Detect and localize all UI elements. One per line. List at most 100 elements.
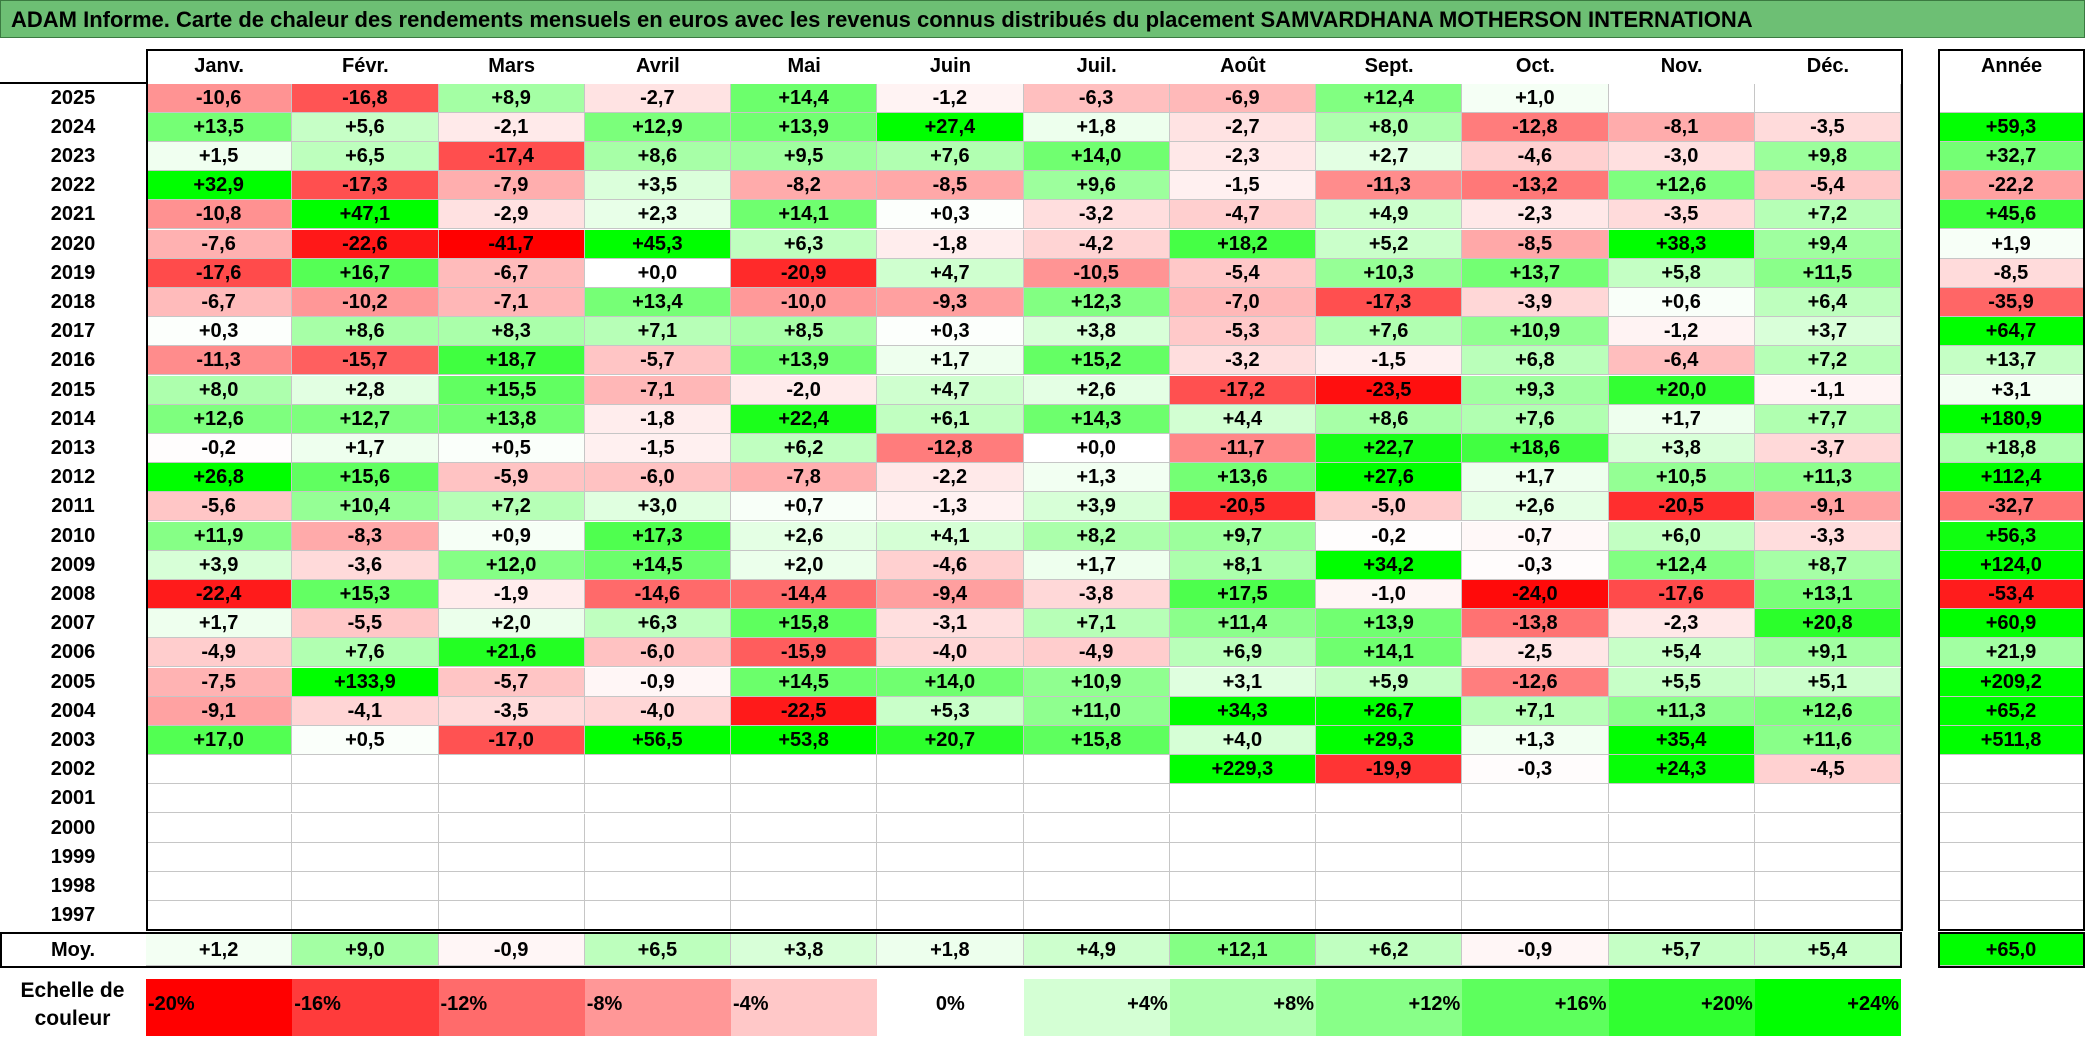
heatmap-cell: +0,0 bbox=[584, 258, 731, 288]
heatmap-cell: -5,4 bbox=[1169, 258, 1316, 288]
heatmap-cell: -10,0 bbox=[731, 287, 878, 318]
heatmap-cell bbox=[1169, 813, 1316, 843]
heatmap-cell: +5,3 bbox=[877, 696, 1024, 726]
heatmap-cell: +0,3 bbox=[877, 317, 1024, 347]
heatmap-cell: +15,8 bbox=[731, 609, 878, 639]
heatmap-cell: +13,9 bbox=[1316, 609, 1463, 639]
heatmap-cell bbox=[1023, 784, 1170, 814]
heatmap-cell: +10,9 bbox=[1462, 317, 1609, 347]
heatmap-cell: -3,5 bbox=[438, 696, 585, 726]
heatmap-cell: -6,0 bbox=[584, 463, 731, 493]
heatmap-cell: +7,1 bbox=[1462, 696, 1609, 726]
heatmap-cell: +14,5 bbox=[731, 667, 878, 697]
year-label: 2020 bbox=[50, 232, 96, 255]
color-scale-cell: -12% bbox=[438, 979, 585, 1036]
heatmap-cell: +20,7 bbox=[877, 725, 1024, 756]
average-cell: +1,2 bbox=[146, 934, 293, 966]
annual-cell: -32,7 bbox=[1939, 492, 2084, 522]
year-label: 2001 bbox=[50, 787, 96, 810]
heatmap-cell: +7,6 bbox=[1462, 404, 1609, 434]
heatmap-cell: -2,0 bbox=[731, 375, 878, 405]
heatmap-cell bbox=[731, 871, 878, 902]
heatmap-cell: -17,4 bbox=[438, 141, 585, 172]
annual-cell bbox=[1939, 842, 2084, 872]
heatmap-cell: +26,7 bbox=[1316, 696, 1463, 726]
year-label: 1998 bbox=[50, 874, 96, 897]
heatmap-cell: +10,5 bbox=[1608, 463, 1755, 493]
heatmap-cell: +0,3 bbox=[146, 317, 293, 347]
heatmap-cell: +7,2 bbox=[1754, 346, 1901, 376]
heatmap-cell: -4,6 bbox=[877, 550, 1024, 580]
heatmap-cell: -3,1 bbox=[877, 609, 1024, 639]
heatmap-cell: +13,9 bbox=[731, 112, 878, 142]
heatmap-cell bbox=[438, 842, 585, 872]
heatmap-cell: -8,5 bbox=[877, 171, 1024, 201]
heatmap-cell bbox=[1608, 871, 1755, 902]
heatmap-cell: +11,0 bbox=[1023, 696, 1170, 726]
heatmap-cell: +3,8 bbox=[1023, 317, 1170, 347]
heatmap-cell: +15,5 bbox=[438, 375, 585, 405]
heatmap-cell: +11,3 bbox=[1754, 463, 1901, 493]
annual-cell bbox=[1939, 813, 2084, 843]
heatmap-cell bbox=[292, 755, 439, 785]
heatmap-cell: -11,7 bbox=[1169, 433, 1316, 464]
color-scale-cell: -8% bbox=[584, 979, 731, 1036]
heatmap-cell: +9,3 bbox=[1462, 375, 1609, 405]
heatmap-cell: +13,5 bbox=[146, 112, 293, 142]
heatmap-cell: -5,4 bbox=[1754, 171, 1901, 201]
heatmap-cell: +2,0 bbox=[438, 609, 585, 639]
heatmap-cell bbox=[1608, 901, 1755, 931]
annual-cell: +511,8 bbox=[1939, 725, 2084, 756]
heatmap-cell bbox=[1608, 842, 1755, 872]
heatmap-cell: +5,4 bbox=[1608, 638, 1755, 668]
color-scale-cell: +4% bbox=[1023, 979, 1170, 1036]
annual-cell: +3,1 bbox=[1939, 375, 2084, 405]
heatmap-cell: -13,8 bbox=[1462, 609, 1609, 639]
heatmap-cell: +5,1 bbox=[1754, 667, 1901, 697]
heatmap-cell: +27,6 bbox=[1316, 463, 1463, 493]
heatmap-cell bbox=[731, 784, 878, 814]
heatmap-cell: +12,3 bbox=[1023, 287, 1170, 318]
heatmap-cell bbox=[1023, 755, 1170, 785]
heatmap-cell: +11,5 bbox=[1754, 258, 1901, 288]
heatmap-cell: +0,9 bbox=[438, 521, 585, 551]
heatmap-cell: -11,3 bbox=[146, 346, 293, 376]
heatmap-cell: +18,7 bbox=[438, 346, 585, 376]
heatmap-cell: -5,6 bbox=[146, 492, 293, 522]
heatmap-cell: -3,6 bbox=[292, 550, 439, 580]
heatmap-cell: -1,2 bbox=[1608, 317, 1755, 347]
month-header: Mars bbox=[488, 55, 535, 77]
heatmap-cell bbox=[1462, 871, 1609, 902]
annual-cell bbox=[1939, 83, 2084, 113]
heatmap-cell bbox=[146, 813, 293, 843]
month-header: Févr. bbox=[342, 55, 389, 77]
heatmap-cell: +14,0 bbox=[877, 667, 1024, 697]
heatmap-cell: +7,1 bbox=[1023, 609, 1170, 639]
heatmap-cell bbox=[584, 755, 731, 785]
heatmap-cell: -16,8 bbox=[292, 83, 439, 113]
heatmap-cell: -20,5 bbox=[1608, 492, 1755, 522]
heatmap-cell: -7,0 bbox=[1169, 287, 1316, 318]
heatmap-cell: +8,9 bbox=[438, 83, 585, 113]
heatmap-cell bbox=[438, 784, 585, 814]
month-header: Déc. bbox=[1806, 55, 1849, 77]
heatmap-cell: +14,1 bbox=[1316, 638, 1463, 668]
heatmap-cell: -9,4 bbox=[877, 579, 1024, 610]
heatmap-cell: -4,2 bbox=[1023, 229, 1170, 259]
heatmap-cell: +0,6 bbox=[1608, 287, 1755, 318]
heatmap-cell: +34,2 bbox=[1316, 550, 1463, 580]
heatmap-cell: +12,6 bbox=[146, 404, 293, 434]
annual-cell: +59,3 bbox=[1939, 112, 2084, 142]
heatmap-cell: +1,7 bbox=[1462, 463, 1609, 493]
month-header: Nov. bbox=[1660, 55, 1703, 77]
heatmap-cell: +7,6 bbox=[1316, 317, 1463, 347]
heatmap-cell: +5,8 bbox=[1608, 258, 1755, 288]
average-cell: +9,0 bbox=[292, 934, 439, 966]
month-header: Avril bbox=[636, 55, 680, 77]
heatmap-cell: +14,3 bbox=[1023, 404, 1170, 434]
heatmap-cell bbox=[1754, 813, 1901, 843]
heatmap-cell: +22,7 bbox=[1316, 433, 1463, 464]
heatmap-cell: +0,3 bbox=[877, 200, 1024, 230]
year-label: 2005 bbox=[50, 670, 96, 693]
annual-cell: +32,7 bbox=[1939, 141, 2084, 172]
